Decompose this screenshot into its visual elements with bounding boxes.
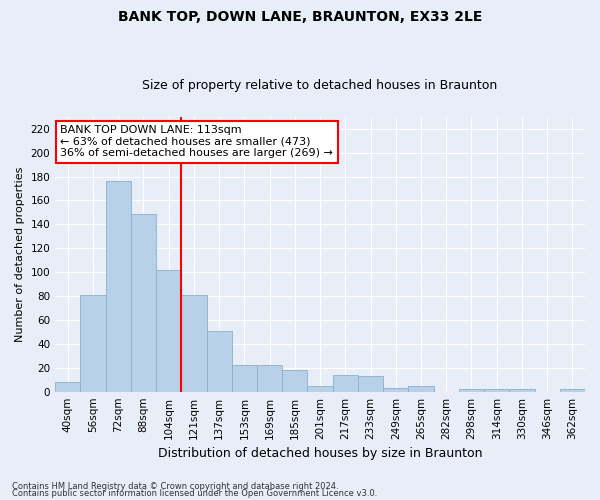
Text: BANK TOP DOWN LANE: 113sqm
← 63% of detached houses are smaller (473)
36% of sem: BANK TOP DOWN LANE: 113sqm ← 63% of deta…: [61, 125, 334, 158]
Text: BANK TOP, DOWN LANE, BRAUNTON, EX33 2LE: BANK TOP, DOWN LANE, BRAUNTON, EX33 2LE: [118, 10, 482, 24]
Bar: [358, 376, 383, 392]
Bar: [509, 390, 535, 392]
Bar: [409, 386, 434, 392]
Bar: [156, 270, 181, 392]
Bar: [131, 214, 156, 392]
Bar: [55, 382, 80, 392]
Bar: [560, 390, 585, 392]
Bar: [257, 366, 282, 392]
Bar: [307, 386, 332, 392]
Bar: [459, 390, 484, 392]
X-axis label: Distribution of detached houses by size in Braunton: Distribution of detached houses by size …: [158, 447, 482, 460]
Bar: [332, 375, 358, 392]
Bar: [80, 295, 106, 392]
Y-axis label: Number of detached properties: Number of detached properties: [15, 166, 25, 342]
Bar: [106, 182, 131, 392]
Bar: [383, 388, 409, 392]
Text: Contains HM Land Registry data © Crown copyright and database right 2024.: Contains HM Land Registry data © Crown c…: [12, 482, 338, 491]
Bar: [206, 330, 232, 392]
Bar: [282, 370, 307, 392]
Bar: [181, 295, 206, 392]
Bar: [484, 390, 509, 392]
Text: Contains public sector information licensed under the Open Government Licence v3: Contains public sector information licen…: [12, 489, 377, 498]
Bar: [232, 366, 257, 392]
Title: Size of property relative to detached houses in Braunton: Size of property relative to detached ho…: [142, 79, 498, 92]
